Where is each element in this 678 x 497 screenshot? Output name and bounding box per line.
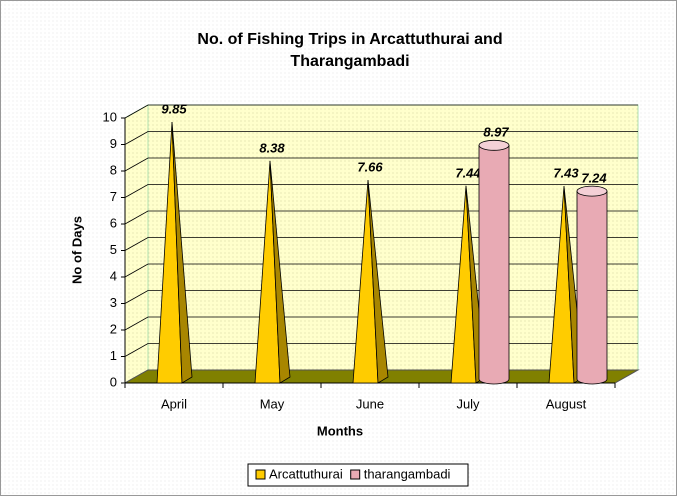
data-label: 7.43 [553,166,579,181]
y-tick-label: 4 [110,268,117,283]
y-tick-label: 9 [110,136,117,151]
y-axis-label: No of Days [69,216,84,284]
x-tick-label: July [456,396,480,411]
legend-label: Arcattuthurai [269,466,343,481]
y-tick-label: 5 [110,242,117,257]
grid-line [124,131,638,145]
x-tick-label: April [161,396,187,411]
legend-label: tharangambadi [364,466,451,481]
legend-key [255,469,266,480]
data-label: 9.85 [161,101,187,116]
x-tick-label: August [546,396,587,411]
data-label: 7.44 [455,165,481,180]
chart-title: No. of Fishing Trips in Arcattuthurai an… [197,31,502,48]
bar [478,144,510,385]
y-tick-label: 3 [110,295,117,310]
x-tick-label: June [356,396,384,411]
bar-side [269,160,291,384]
y-tick-label: 8 [110,162,117,177]
grid-line [124,263,638,278]
chart-title: Tharangambadi [290,53,409,70]
data-label: 8.38 [259,140,285,155]
y-tick-label: 6 [110,215,117,230]
grid-line [124,210,638,225]
bar-side [171,121,193,384]
grid-line [124,157,638,172]
grid-line [124,184,638,198]
bar-top [576,185,608,197]
grid-line [124,237,638,251]
y-tick-label: 10 [103,109,117,124]
legend-key [350,469,361,480]
data-label: 8.97 [483,125,509,140]
y-tick-label: 7 [110,189,117,204]
x-axis-label: Months [317,423,363,438]
bar-side [367,179,389,384]
data-label: 7.24 [581,171,607,186]
y-tick-label: 2 [110,321,117,336]
y-tick-label: 1 [110,348,117,363]
data-label: 7.66 [357,159,383,174]
y-tick-label: 0 [110,374,117,389]
bar-top [478,139,510,151]
x-tick-label: May [260,396,285,411]
bar [576,190,608,385]
grid-line [124,104,638,119]
